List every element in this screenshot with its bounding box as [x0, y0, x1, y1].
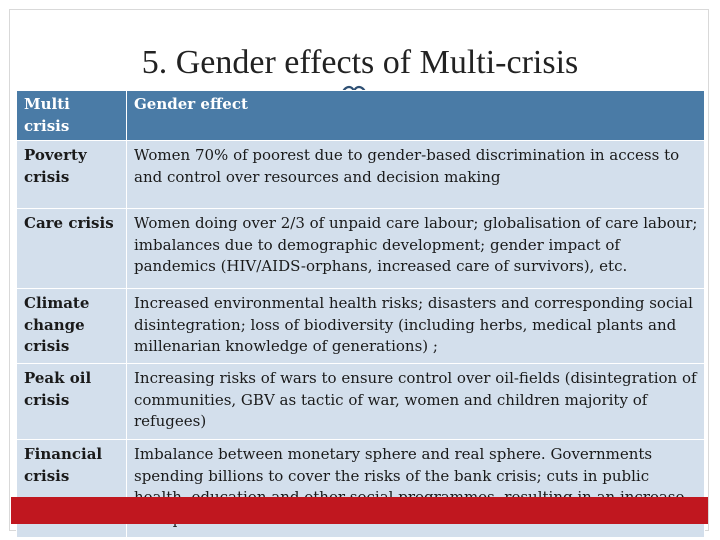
header-gender-effect: Gender effect: [126, 90, 705, 141]
crisis-name: Care crisis: [16, 208, 127, 289]
crisis-name: Peak oil crisis: [16, 363, 127, 440]
crisis-name: Climate change crisis: [16, 288, 127, 364]
header-multi-crisis: Multi crisis: [16, 90, 127, 141]
crisis-effect: Women 70% of poorest due to gender-based…: [126, 140, 705, 209]
table-row: Care crisis Women doing over 2/3 of unpa…: [16, 208, 705, 289]
crisis-name: Poverty crisis: [16, 140, 127, 209]
table-row: Peak oil crisis Increasing risks of wars…: [16, 363, 705, 440]
table-row: Poverty crisis Women 70% of poorest due …: [16, 140, 705, 209]
footer-accent-bar: [11, 497, 708, 524]
table-header-row: Multi crisis Gender effect: [16, 90, 705, 141]
crisis-effect: Increasing risks of wars to ensure contr…: [126, 363, 705, 440]
gender-effects-table: Multi crisis Gender effect Poverty crisi…: [16, 90, 705, 538]
crisis-effect: Women doing over 2/3 of unpaid care labo…: [126, 208, 705, 289]
crisis-effect: Increased environmental health risks; di…: [126, 288, 705, 364]
table-row: Climate change crisis Increased environm…: [16, 288, 705, 364]
slide-title: 5. Gender effects of Multi-crisis: [141, 44, 579, 81]
